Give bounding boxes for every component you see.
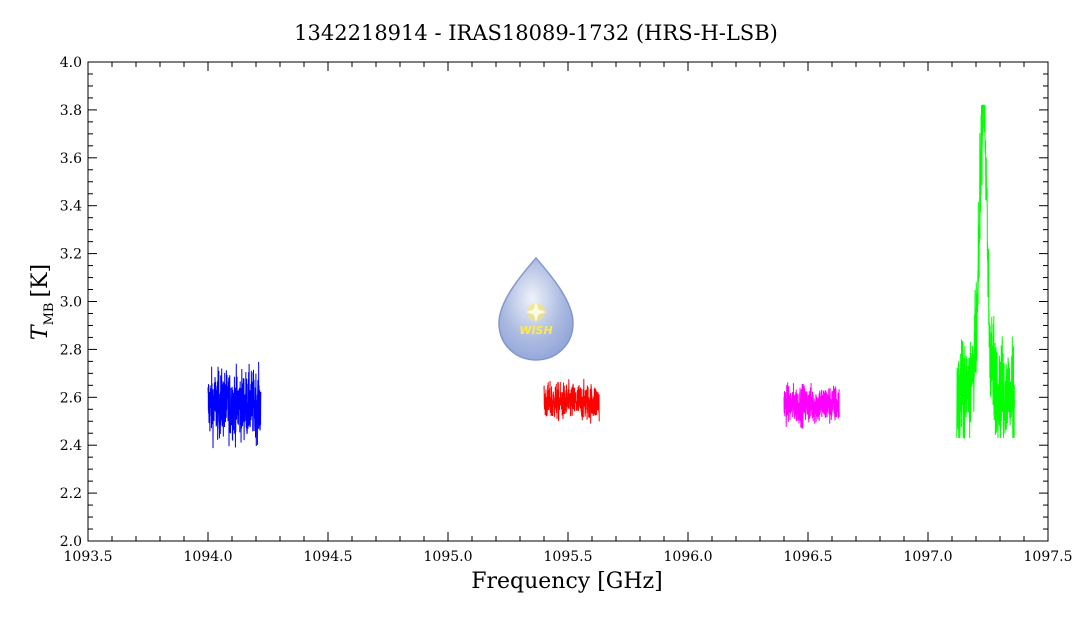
y-tick-label: 2.8: [60, 342, 82, 358]
y-axis-label-symbol: T: [28, 323, 53, 340]
wish-logo-watermark: WISH: [498, 256, 574, 361]
x-tick-label: 1097.5: [1024, 549, 1072, 565]
y-tick-labels: 2.0 2.2 2.4 2.6 2.8 3.0 3.2 3.4 3.6 3.8 4.0: [60, 55, 82, 550]
x-axis-label: Frequency [GHz]: [471, 569, 663, 594]
y-tick-label: 4.0: [60, 55, 82, 71]
y-axis-label-unit: [K]: [28, 264, 53, 298]
spectrum-series-1: [207, 361, 262, 449]
series-layer: [207, 104, 1015, 449]
x-tick-label: 1093.5: [64, 549, 113, 565]
wish-logo-text: WISH: [519, 324, 552, 337]
y-tick-label: 3.6: [60, 151, 82, 167]
y-tick-label: 3.2: [60, 247, 82, 263]
y-tick-label: 3.0: [60, 295, 82, 311]
spectrum-series-3: [783, 382, 840, 429]
x-tick-labels: 1093.5 1094.0 1094.5 1095.0 1095.5 1096.0 1096…: [64, 549, 1072, 565]
y-tick-label: 3.4: [60, 199, 82, 215]
y-axis-label: TMB [K]: [28, 264, 57, 340]
y-tick-label: 2.2: [60, 486, 82, 502]
svg-text:TMB[K]: TMB [K]: [28, 264, 57, 340]
x-tick-label: 1094.5: [304, 549, 353, 565]
y-tick-label: 2.4: [60, 438, 82, 454]
star-icon: [526, 302, 546, 322]
spectrum-series-2: [543, 378, 600, 424]
chart-title: 1342218914 - IRAS18089-1732 (HRS-H-LSB): [294, 21, 778, 45]
y-tick-label: 2.6: [60, 390, 82, 406]
x-tick-label: 1096.5: [784, 549, 833, 565]
x-tick-label: 1095.0: [424, 549, 473, 565]
x-tick-label: 1097.0: [904, 549, 953, 565]
x-tick-label: 1096.0: [664, 549, 713, 565]
spectrum-series-4: [956, 104, 1015, 439]
y-axis-label-subscript: MB: [42, 303, 57, 326]
x-tick-label: 1095.5: [544, 549, 593, 565]
tick-marks: [87, 61, 1049, 542]
x-tick-label: 1094.0: [184, 549, 233, 565]
y-tick-label: 2.0: [60, 534, 82, 550]
y-tick-label: 3.8: [60, 103, 82, 119]
